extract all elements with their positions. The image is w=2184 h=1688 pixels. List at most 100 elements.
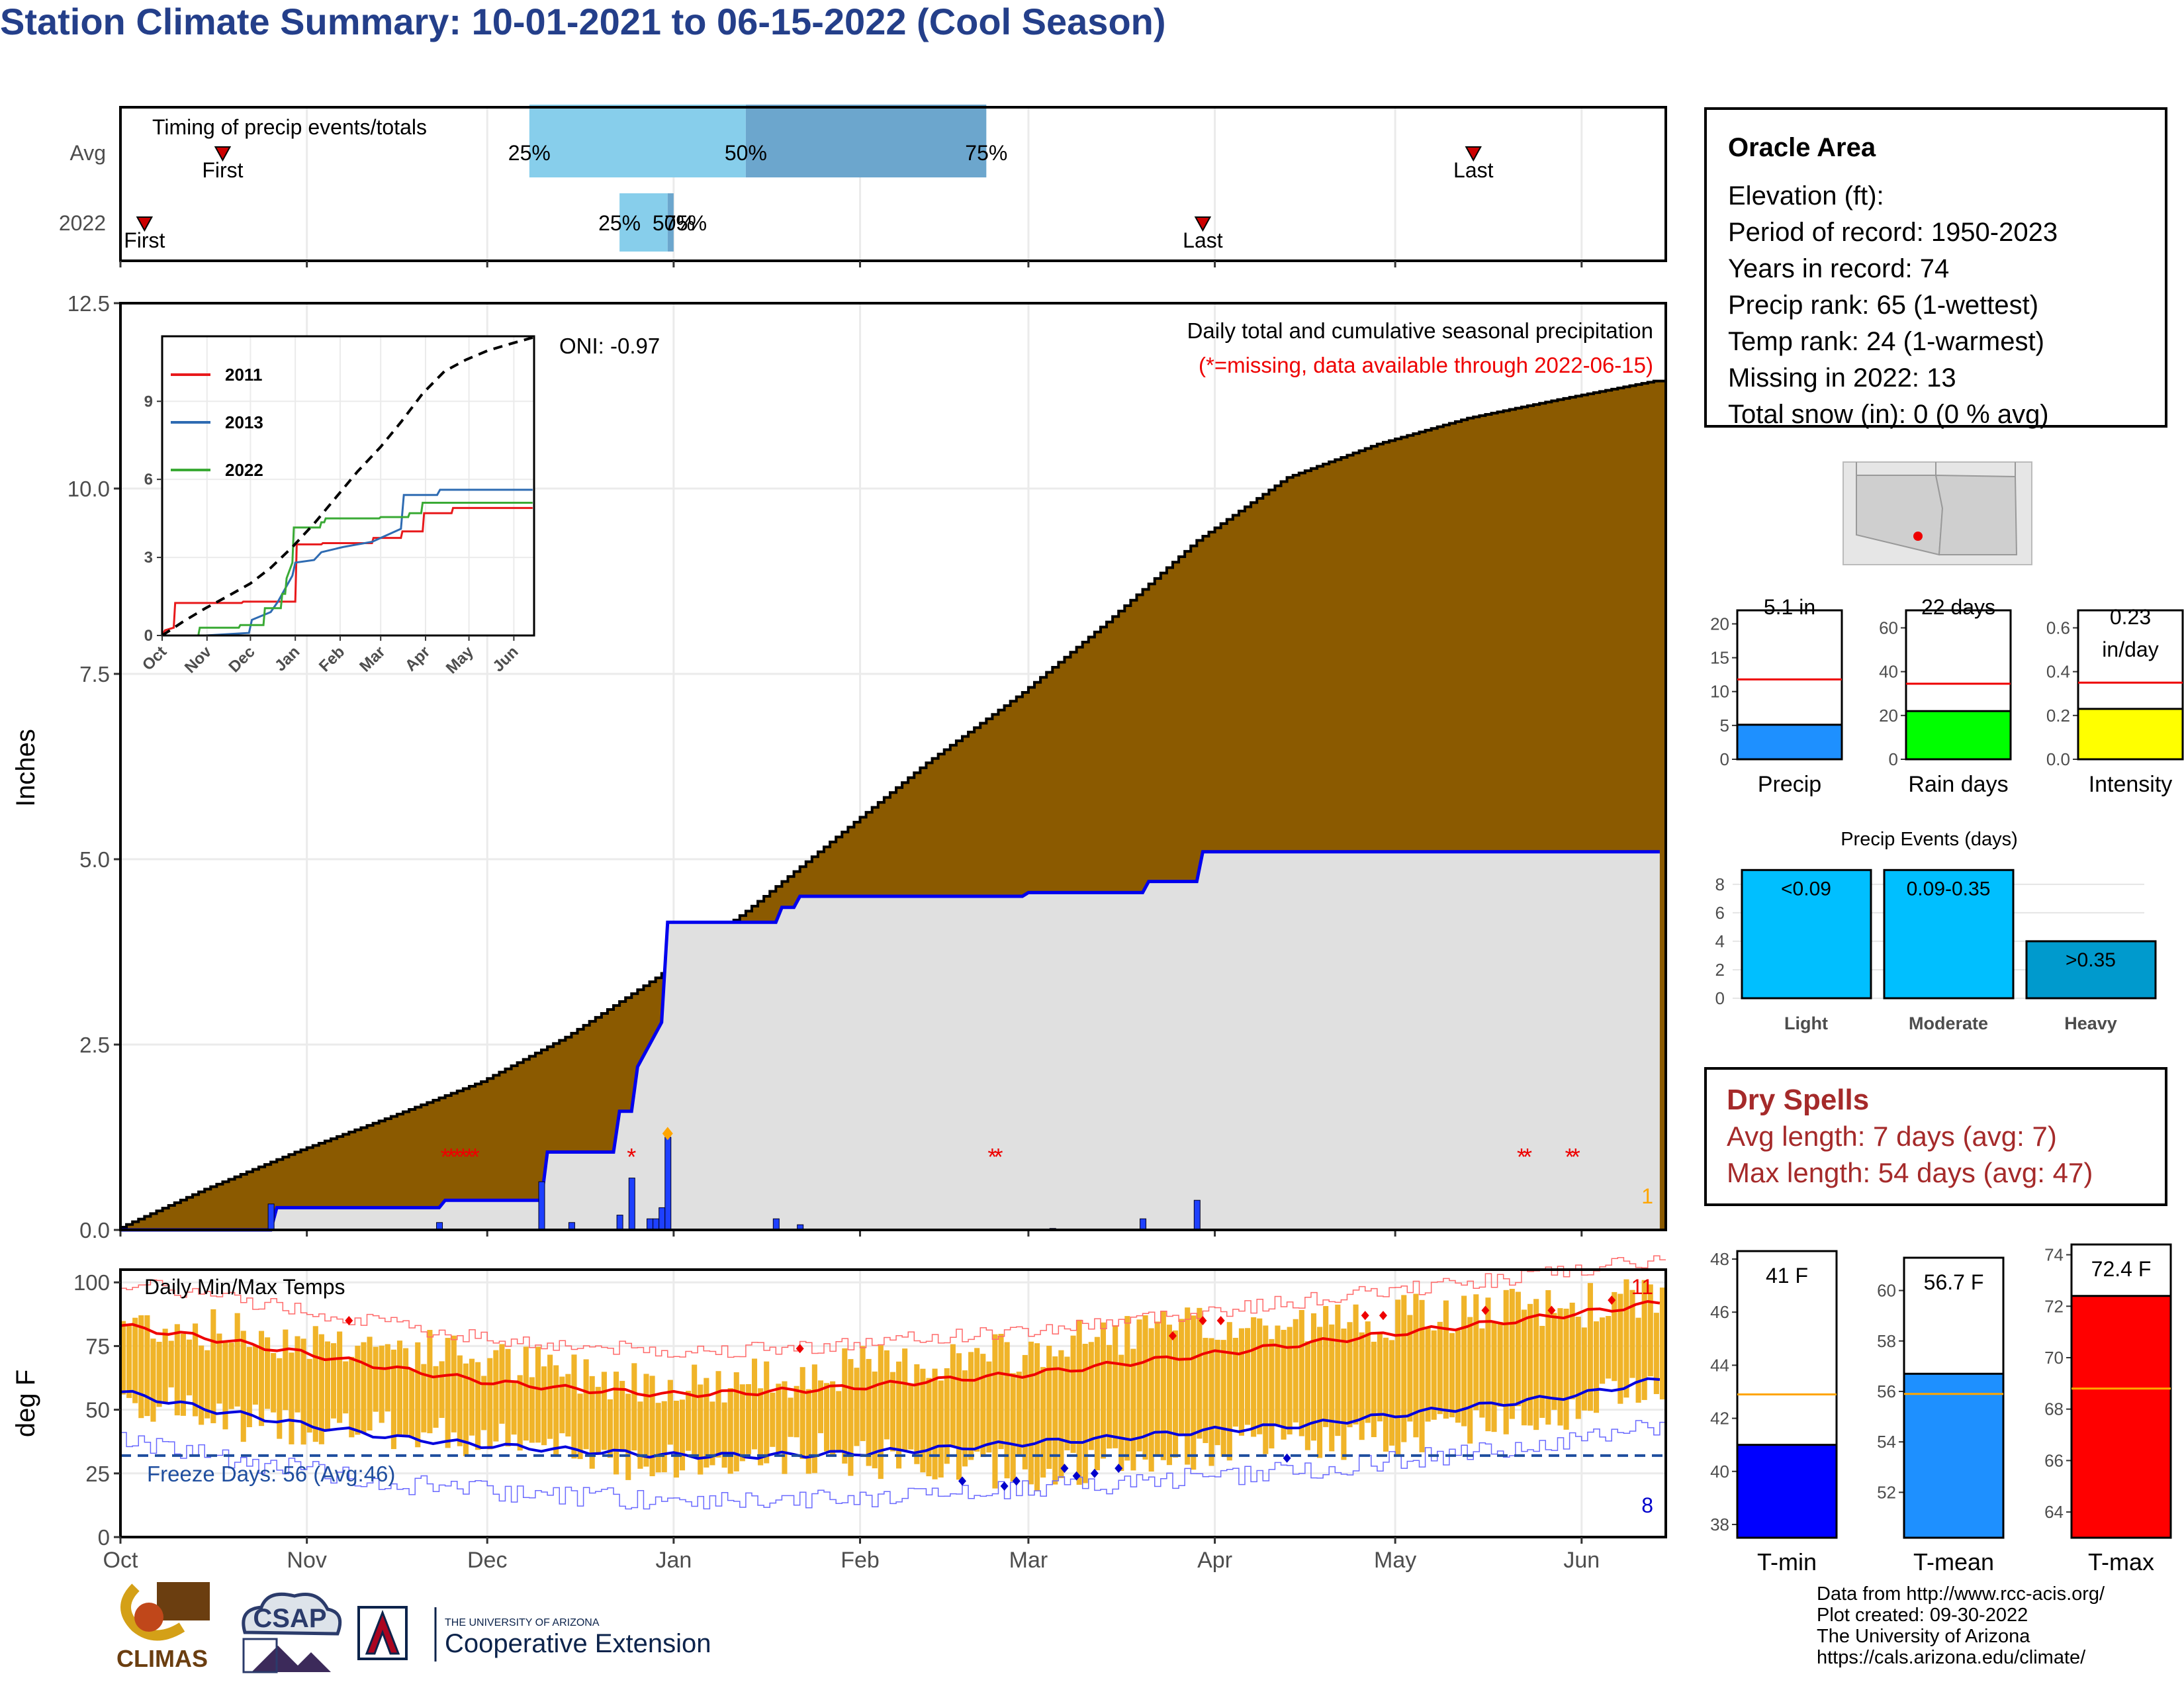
- events-bar-label: <0.09: [1781, 878, 1831, 900]
- daily-temp-bar: [1653, 1313, 1659, 1394]
- daily-temp-bar: [1304, 1341, 1310, 1450]
- daily-temp-bar: [1491, 1321, 1497, 1432]
- page-title: Station Climate Summary: 10-01-2021 to 0…: [0, 1, 1166, 42]
- daily-temp-bar: [619, 1381, 625, 1452]
- daily-temp-bar: [511, 1380, 517, 1435]
- info-period: Period of record: 1950-2023: [1728, 218, 2058, 247]
- daily-temp-bar: [811, 1364, 817, 1474]
- daily-temp-bar: [884, 1350, 889, 1440]
- events-ytick-label: 0: [1715, 988, 1725, 1008]
- missing-marker: *: [1565, 1143, 1574, 1170]
- 2022-q2-bar: [667, 193, 674, 252]
- mini-ytick-label: 0.6: [2046, 618, 2070, 637]
- missing-marker: *: [459, 1143, 468, 1170]
- daily-temp-bar: [330, 1343, 337, 1419]
- temp-mini-ytick-label: 74: [2044, 1245, 2064, 1265]
- missing-marker: *: [1523, 1143, 1532, 1170]
- mini-value-bar: [1905, 710, 2012, 761]
- temp-mini-bar: [1736, 1444, 1838, 1539]
- ua-name: THE UNIVERSITY OF ARIZONA: [445, 1617, 600, 1628]
- daily-temp-bar: [252, 1344, 258, 1405]
- daily-temp-bar: [583, 1359, 589, 1450]
- record-max-line: [120, 1255, 1666, 1358]
- temp-mini-ytick-label: 56: [1877, 1382, 1896, 1401]
- temp-ytick-label: 50: [85, 1398, 110, 1423]
- events-category-label: Light: [1784, 1013, 1828, 1033]
- 2022-last-marker: [1194, 216, 1212, 232]
- daily-temp-bar: [1521, 1309, 1527, 1426]
- temp-xtick-label: Feb: [841, 1548, 880, 1573]
- daily-temp-bar: [1413, 1293, 1419, 1438]
- mini-value-bar: [2077, 708, 2184, 761]
- inset-series-avg: [161, 336, 533, 637]
- daily-temp-bar: [1395, 1299, 1401, 1457]
- mini-ytick-label: 10: [1710, 682, 1729, 702]
- daily-temp-bar: [854, 1368, 860, 1446]
- daily-temp-bar: [265, 1337, 271, 1409]
- daily-temp-bar: [451, 1335, 457, 1432]
- climas-logo: CLIMAS: [109, 1581, 215, 1675]
- daily-temp-bar: [1431, 1330, 1437, 1420]
- daily-temp-bar: [782, 1381, 788, 1474]
- mini-value-label: in/day: [2102, 637, 2158, 661]
- csap-logo: CSAP: [232, 1586, 347, 1679]
- inset-ytick-label: 6: [144, 471, 153, 489]
- daily-temp-bar: [168, 1340, 174, 1387]
- daily-temp-bar: [1160, 1311, 1166, 1460]
- daily-temp-bar: [553, 1365, 559, 1455]
- daily-temp-bar: [216, 1333, 222, 1404]
- daily-temp-bar: [174, 1324, 180, 1416]
- daily-temp-bar: [126, 1323, 132, 1398]
- daily-temp-bar: [1275, 1325, 1281, 1426]
- daily-temp-bar: [601, 1372, 607, 1450]
- daily-temp-bar: [180, 1333, 186, 1416]
- 2022-last-label: Last: [1183, 228, 1223, 252]
- daily-temp-bar: [625, 1393, 631, 1480]
- temp-mini-ytick-label: 72: [2044, 1296, 2064, 1316]
- temp-xtick-label: Dec: [467, 1548, 507, 1573]
- daily-temp-bar: [1329, 1324, 1335, 1452]
- daily-precip-bar: [1140, 1218, 1147, 1231]
- record-low-marker: [1072, 1471, 1081, 1481]
- daily-temp-bar: [1641, 1280, 1647, 1400]
- coop-extension-name: Cooperative Extension: [445, 1629, 711, 1658]
- daily-temp-bar: [739, 1384, 745, 1462]
- avg-q2-bar: [745, 105, 987, 177]
- daily-precip-bar: [1193, 1199, 1201, 1231]
- daily-temp-bar: [1359, 1332, 1365, 1440]
- temp-mini-ytick-label: 64: [2044, 1502, 2064, 1522]
- record-high-marker: [1547, 1305, 1556, 1315]
- daily-temp-bar: [1551, 1313, 1557, 1410]
- mini-category-label: Intensity: [2089, 772, 2173, 797]
- daily-temp-bar: [1064, 1356, 1070, 1450]
- daily-temp-bar: [475, 1362, 481, 1450]
- daily-temp-bar: [1226, 1322, 1232, 1461]
- avg-first-label: First: [202, 158, 243, 182]
- daily-temp-bar: [1389, 1340, 1395, 1446]
- daily-temp-bar: [1088, 1342, 1094, 1450]
- daily-temp-bar: [692, 1364, 698, 1458]
- mini-ytick-label: 0.0: [2046, 749, 2070, 769]
- climas-wordmark: CLIMAS: [116, 1645, 208, 1672]
- inset-series-2013: [162, 489, 533, 637]
- daily-temp-bar: [1148, 1328, 1154, 1472]
- daily-temp-bar: [1251, 1317, 1257, 1437]
- daily-temp-bar: [565, 1374, 571, 1437]
- events-bar: [2025, 940, 2157, 1000]
- daily-temp-bar: [980, 1354, 986, 1458]
- daily-temp-bar: [523, 1346, 529, 1441]
- temp-ytick-label: 100: [73, 1270, 110, 1295]
- precip-ytick-label: 12.5: [68, 291, 110, 316]
- daily-temp-bar: [1136, 1319, 1142, 1452]
- daily-temp-bar: [1107, 1344, 1113, 1449]
- daily-temp-bar: [679, 1399, 686, 1471]
- temp-xtick-label: Jun: [1563, 1548, 1600, 1573]
- missing-marker: *: [441, 1143, 450, 1170]
- daily-temp-bar: [300, 1338, 306, 1445]
- climas-sun-icon: [134, 1603, 163, 1632]
- daily-temp-bar: [1545, 1290, 1551, 1425]
- daily-temp-bar: [1094, 1336, 1100, 1471]
- daily-temp-bar: [1659, 1288, 1665, 1400]
- temp-xtick-label: Oct: [103, 1548, 138, 1573]
- daily-temp-bar: [205, 1350, 210, 1419]
